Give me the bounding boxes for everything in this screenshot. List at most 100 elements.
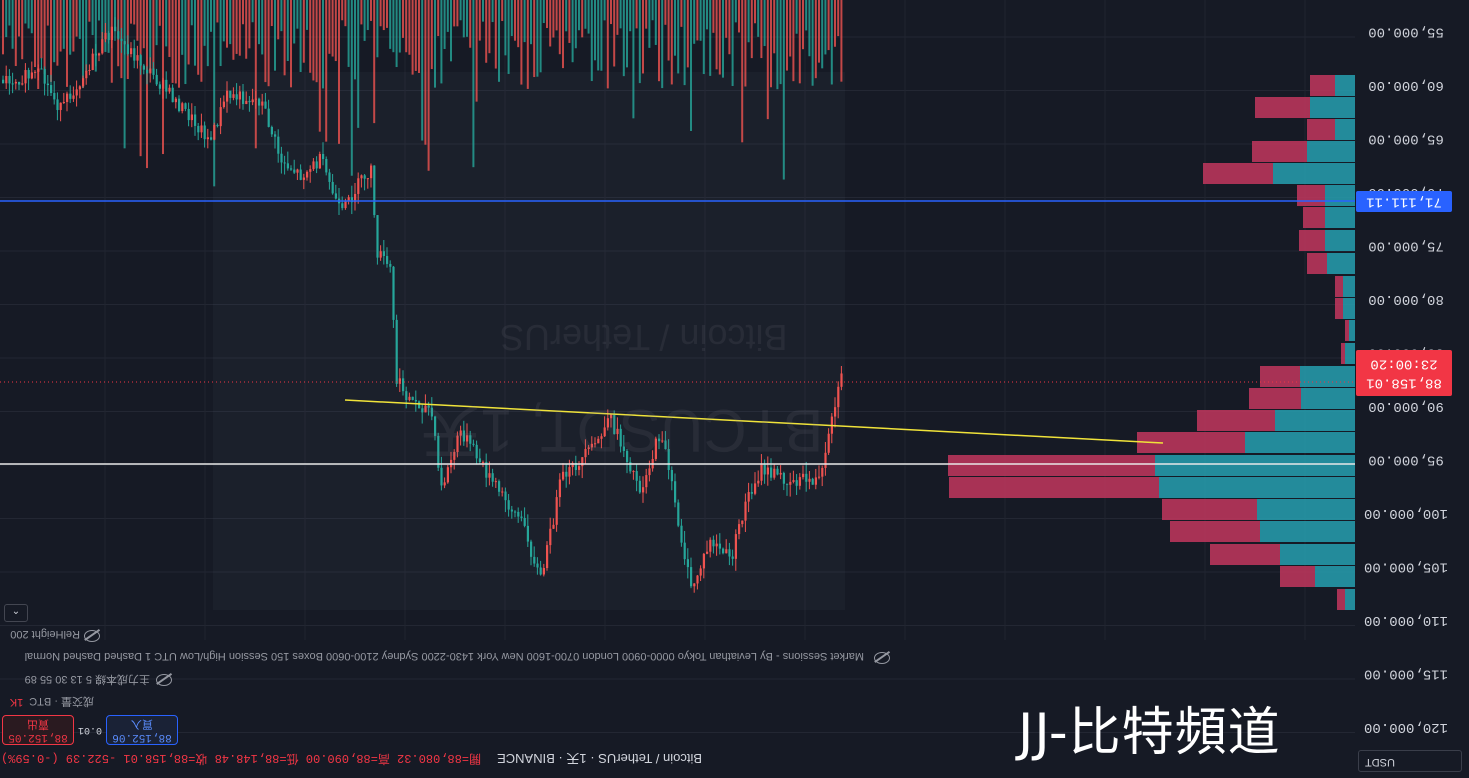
candle-body [536,563,539,568]
volume-bar [814,0,817,79]
volume-bar [389,0,392,49]
volume-bar [414,0,417,71]
yellow-trend-line [344,399,1164,444]
volume-label: 成交量 · BTC [29,695,94,707]
candle-body [594,443,597,445]
candle-body [491,473,494,482]
candle-body [523,517,526,526]
volume-bar [66,0,68,87]
candle-body [501,491,504,493]
candle-body [725,549,728,554]
volume-bar [232,0,235,60]
volume-bar [344,0,347,27]
eye-hidden-icon[interactable] [84,630,100,642]
candle-body [456,435,459,453]
candle-body [549,528,552,546]
indicator-sessions[interactable]: Market Sessions - By Leviathan Tokyo 000… [4,650,864,662]
volume-bar [430,0,433,70]
indicator-relheight[interactable]: RelHeight 200 [10,628,80,640]
volume-bar [267,0,270,87]
price-tick-label: 60,000.00 [1368,77,1444,93]
volume-bar [98,0,100,21]
volume-bar [517,0,520,48]
volume-bar [597,0,600,71]
volume-bar [744,0,747,87]
volume-bar [501,0,504,22]
candle-body [389,263,392,267]
candle-body [750,492,753,494]
candle-body [696,575,699,584]
candle-body [766,467,769,475]
candle-body [245,100,248,104]
volume-bar [546,0,548,29]
volume-bar [206,0,209,67]
volume-bar [366,0,369,31]
volume-bar [293,0,296,44]
candle-body [626,450,629,462]
volume-bar [747,0,750,43]
candle-body [283,162,286,164]
volume-bar [197,0,200,75]
profile-bar-down [1137,432,1245,453]
volume-bar [216,0,219,23]
profile-bar-down [1252,141,1307,162]
eye-hidden-icon[interactable] [874,652,890,664]
volume-bar [818,0,820,63]
indicator-volume[interactable]: 成交量 · BTC 1K [4,694,94,710]
volume-bar [558,0,561,55]
volume-bar [62,0,65,49]
volume-bar [728,0,731,55]
candle-body [120,38,123,42]
volume-bar [283,0,286,76]
candle-body [504,491,507,501]
profile-bar-up [1159,477,1355,498]
volume-bar [190,0,193,26]
volume-bar [427,0,430,171]
profile-bar-up [1335,119,1355,140]
buy-button[interactable]: 88,152.06 買入 [106,715,178,745]
volume-bar [680,0,683,27]
candle-body [165,79,168,92]
candle-body [533,556,536,564]
candle-body [808,478,811,482]
volume-bar [72,0,75,52]
candle-body [75,89,78,96]
candle-body [427,405,430,408]
candle-body [277,136,280,154]
volume-bar [178,0,180,88]
volume-bar [491,0,494,23]
volume-bar [50,0,52,82]
volume-bar [398,0,401,53]
collapse-button[interactable]: ⌄ [4,604,28,622]
volume-bar [245,0,248,59]
candle-body [622,446,625,451]
sell-button[interactable]: 88,152.05 賣出 [2,715,74,745]
indicator-ma[interactable]: 主力成本線 5 13 30 55 89 [4,672,150,688]
candle-body [222,101,225,108]
volume-bar [325,0,328,142]
volume-bar [392,0,395,53]
candle-body [82,78,85,87]
volume-bar [296,0,299,29]
profile-bar-up [1315,566,1355,587]
candle-body [834,407,837,417]
candle-body [190,114,193,121]
candle-body [50,85,53,94]
volume-bar [533,0,536,78]
candle-body [267,108,270,127]
candle-body [661,440,664,442]
candle-body [386,256,389,264]
candle-body [85,70,88,79]
profile-bar-up [1245,432,1355,453]
candle-body [213,124,216,140]
eye-hidden-icon[interactable] [156,674,172,686]
volume-bar [443,0,446,49]
volume-bar [402,0,404,38]
candle-body [101,39,104,54]
candle-body [8,75,11,84]
volume-bar [811,0,814,86]
symbol-info-bar[interactable]: Bitcoin / TetherUS · 1天 · BINANCE 開=88,0… [1,750,702,770]
currency-selector[interactable]: USDT [1358,750,1462,772]
candle-body [498,481,501,492]
